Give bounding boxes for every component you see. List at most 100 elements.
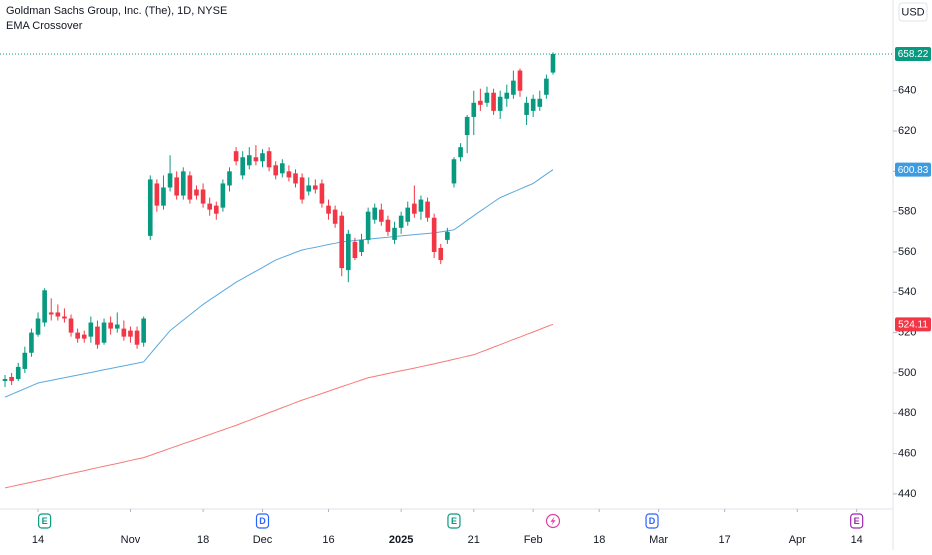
candle-body [379, 209, 384, 222]
candle-body [240, 157, 246, 176]
price-label: 658.22 [898, 49, 929, 60]
candle-body [167, 173, 173, 188]
price-label: 600.83 [898, 165, 929, 176]
price-label-box [895, 317, 931, 332]
x-tick-label: 21 [468, 534, 480, 546]
chart-title: Goldman Sachs Group, Inc. (The), 1D, NYS… [6, 5, 227, 17]
candle-body [425, 201, 430, 218]
candle-body [445, 231, 450, 240]
event-badge [255, 513, 270, 529]
y-tick-label: 640 [898, 85, 916, 97]
candle-body [517, 70, 523, 91]
x-tick-label: 18 [593, 534, 605, 546]
price-label: 524.11 [898, 319, 928, 330]
event-letter: E [42, 516, 48, 526]
candle-body [128, 330, 133, 337]
candle-body [346, 233, 351, 271]
event-badge [38, 513, 52, 529]
candle-body [332, 209, 338, 224]
candle-body [418, 199, 424, 212]
candle-body [154, 183, 160, 206]
candle-body [200, 189, 206, 204]
event-letter: E [451, 516, 457, 526]
event-marker[interactable]: E [38, 513, 52, 529]
y-tick-label: 440 [898, 488, 916, 500]
candle-body [398, 215, 404, 228]
candle-body [22, 352, 28, 369]
candle-body [81, 334, 87, 339]
price-label-box [895, 46, 931, 61]
candle-body [293, 173, 298, 184]
candle-body [174, 177, 179, 196]
event-marker[interactable]: E [850, 513, 864, 529]
candle-body [544, 78, 549, 95]
candle-body [451, 159, 457, 184]
candle-body [134, 330, 140, 345]
candle-body [273, 165, 279, 176]
candle-body [246, 155, 252, 166]
event-marker[interactable] [545, 513, 561, 529]
candle-body [55, 312, 61, 317]
candle-body [114, 324, 120, 329]
x-tick-label: 14 [32, 534, 44, 546]
candle-body [95, 326, 100, 345]
event-marker[interactable]: D [255, 513, 270, 529]
event-badge [447, 513, 461, 529]
candle-body [266, 151, 272, 168]
y-tick-label: 540 [898, 286, 916, 298]
candle-body [365, 211, 371, 240]
candle-body [48, 312, 54, 315]
x-tick-label: Apr [789, 534, 806, 546]
event-marker[interactable]: E [447, 513, 461, 529]
currency-label[interactable]: USD [901, 6, 924, 18]
candle-body [313, 185, 318, 190]
event-badge [645, 513, 659, 529]
candle-body [306, 185, 312, 192]
x-tick-label: 16 [322, 534, 334, 546]
candle-body [537, 98, 543, 107]
candle-body [491, 92, 496, 111]
candle-body [62, 316, 67, 319]
candle-body [227, 171, 232, 186]
candle-body [359, 239, 364, 252]
candle-body [260, 153, 265, 162]
candle-body [319, 183, 325, 204]
candle-body [75, 332, 80, 339]
candle-body [530, 98, 536, 111]
candle-body [431, 217, 437, 252]
event-letter: E [854, 516, 860, 526]
candle-body [9, 376, 14, 381]
candle-body [147, 179, 153, 236]
candle-body [180, 171, 186, 196]
candle-body [29, 332, 34, 353]
x-tick-label: 14 [851, 534, 863, 546]
ema-line [4, 323, 554, 489]
candle-body [484, 92, 490, 103]
x-tick-label: Mar [649, 534, 668, 546]
candle-body [372, 207, 378, 220]
candle-body [286, 171, 292, 178]
y-tick-label: 460 [898, 447, 916, 459]
candle-body [2, 378, 8, 381]
candle-body [253, 157, 259, 162]
y-tick-label: 560 [898, 246, 916, 258]
candle-body [141, 318, 146, 343]
currency-box[interactable] [898, 2, 928, 22]
candle-body [207, 203, 212, 210]
x-tick-label: 18 [197, 534, 209, 546]
candle-body [458, 147, 463, 158]
x-tick-label: Dec [253, 534, 273, 546]
candle-body [352, 241, 358, 259]
indicator-name: EMA Crossover [6, 20, 83, 32]
event-marker[interactable]: D [645, 513, 659, 529]
candle-body [88, 322, 94, 337]
candle-body [524, 102, 529, 115]
candle-body [464, 116, 470, 136]
event-letter: D [259, 516, 266, 526]
candle-body [187, 175, 193, 200]
candle-body [15, 366, 21, 379]
y-tick-label: 620 [898, 125, 916, 137]
candle-body [101, 322, 107, 343]
